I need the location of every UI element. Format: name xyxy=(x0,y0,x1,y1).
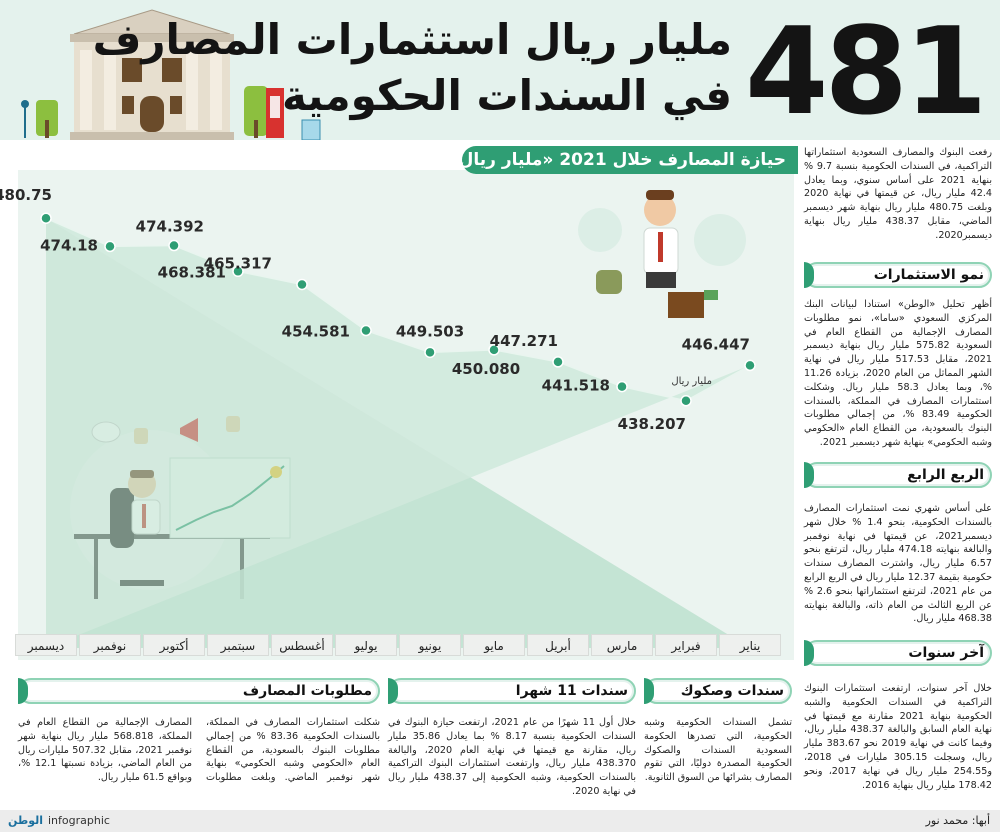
author-credit: أبها: محمد نور xyxy=(925,814,990,827)
bank-building-icon xyxy=(21,9,268,140)
section-text-bonds: تشمل السندات الحكومية وشبه الحكومية، الت… xyxy=(644,717,792,784)
month-label-7: يوليو xyxy=(335,634,397,656)
headline-line-1: مليار ريال استثمارات المصارف xyxy=(92,15,732,64)
pill-accent xyxy=(804,462,814,488)
month-label-1: يناير xyxy=(719,634,781,656)
pill-accent xyxy=(804,262,814,288)
month-label-4: أبريل xyxy=(527,634,589,656)
section-text-11-months: خلال أول 11 شهرًا من عام 2021، ارتفعت حي… xyxy=(388,717,637,797)
section-title-years: آخر سنوات xyxy=(908,645,984,661)
section-title-11-months: سندات 11 شهرا xyxy=(515,683,628,699)
brand-logo: الوطن xyxy=(8,814,44,827)
months-axis: يناير فبراير مارس أبريل مايو يونيو يوليو أغسطس س… xyxy=(15,634,794,658)
section-title-q4: الربع الرابع xyxy=(907,467,984,483)
month-label-10: أكتوبر xyxy=(143,634,205,656)
headline-number: 481 xyxy=(745,3,988,140)
footer: الوطن infographic أبها: محمد نور xyxy=(0,810,1000,832)
month-label-6: يونيو xyxy=(399,634,461,656)
section-text-years: خلال آخر سنوات، ارتفعت استثمارات البنوك … xyxy=(804,683,992,791)
section-text-q4: على أساس شهري نمت استثمارات المصارف بالس… xyxy=(804,503,993,625)
month-label-11: نوفمبر xyxy=(79,634,141,656)
chart-title: حيازة المصارف خلال 2021 «مليار ريال» xyxy=(447,150,786,170)
section-pill-years xyxy=(804,640,992,666)
pill-accent xyxy=(804,640,814,666)
headline-line-2: في السندات الحكومية xyxy=(282,71,732,120)
pill-accent xyxy=(18,678,28,704)
phone-booth-icon xyxy=(266,88,321,140)
section-pill-q4 xyxy=(804,462,992,488)
chart-panel xyxy=(18,170,794,660)
pill-accent xyxy=(388,678,398,704)
section-pill-liabilities xyxy=(18,678,380,704)
month-label-8: أغسطس xyxy=(271,634,333,656)
infographic-label: infographic xyxy=(48,814,110,827)
month-label-5: مايو xyxy=(463,634,525,656)
pill-accent xyxy=(644,678,654,704)
month-label-3: مارس xyxy=(591,634,653,656)
section-title-growth: نمو الاستثمارات xyxy=(873,267,984,283)
section-title-bonds: سندات وصكوك xyxy=(680,683,784,699)
section-pill-bonds xyxy=(644,678,792,704)
section-text-growth: أظهر تحليل «الوطن» استنادا لبيانات البنك… xyxy=(804,299,993,448)
hero-banner: 481 مليار ريال استثمارات المصارف في السن… xyxy=(0,0,1000,140)
month-label-12: ديسمبر xyxy=(15,634,77,656)
section-title-liabilities: مطلوبات المصارف xyxy=(242,683,372,699)
month-label-2: فبراير xyxy=(655,634,717,656)
month-label-9: سبتمبر xyxy=(207,634,269,656)
intro-paragraph: رفعت البنوك والمصارف السعودية استثماراته… xyxy=(804,147,993,241)
chart-title-bar xyxy=(462,146,798,174)
section-text-liabilities: شكلت استثمارات المصارف في المملكة، بالسن… xyxy=(18,717,381,784)
section-pill-11-months xyxy=(388,678,636,704)
